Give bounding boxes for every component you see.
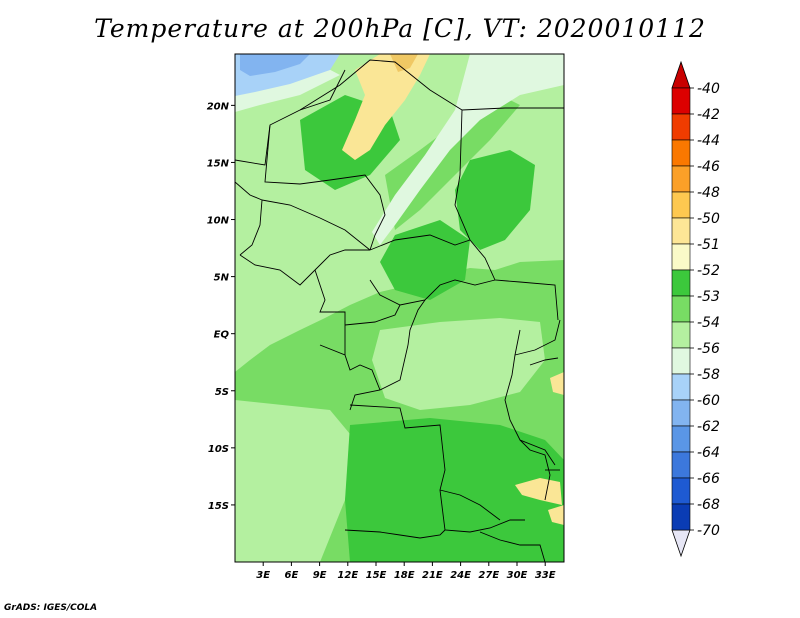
colorbar-label: -53	[697, 289, 720, 305]
colorbar-label: -68	[697, 497, 720, 513]
colorbar-swatch	[671, 451, 691, 479]
country-borders	[235, 59, 564, 562]
lon-tick-label: 6E	[285, 570, 299, 581]
longitude-ticks: 3E 6E 9E 12E 15E 18E 21E 24E 27E 30E 33E	[256, 562, 556, 581]
colorbar-label: -64	[697, 445, 720, 461]
colorbar-label: -42	[697, 107, 720, 123]
lat-tick-label: 20N	[207, 101, 230, 112]
lat-tick-label: 10N	[207, 216, 230, 227]
colorbar-label: -52	[697, 263, 720, 279]
lon-tick-label: 21E	[422, 570, 443, 581]
field-c50-southeast-small	[548, 505, 564, 525]
field-c51-center	[380, 220, 470, 300]
colorbar-swatch	[671, 373, 691, 401]
colorbar-label: -62	[697, 419, 720, 435]
lon-tick-label: 9E	[313, 570, 327, 581]
colorbar-label: -48	[697, 185, 720, 201]
field-c50-north	[342, 54, 430, 160]
colorbar-cap-top	[671, 60, 691, 89]
colorbar-swatch	[671, 217, 691, 245]
lon-tick-label: 24E	[450, 570, 471, 581]
colorbar-swatch	[671, 295, 691, 323]
colorbar-swatch	[671, 399, 691, 427]
field-c51-southeast	[345, 418, 564, 562]
colorbar-swatch	[671, 113, 691, 141]
colorbar-label: -58	[697, 367, 720, 383]
colorbar-cap-bottom	[671, 529, 691, 558]
colorbar-swatch	[671, 321, 691, 349]
colorbar-label: -51	[697, 237, 720, 253]
lat-tick-label: 5N	[214, 273, 230, 284]
colorbar-swatch	[671, 87, 691, 115]
colorbar-swatch	[671, 347, 691, 375]
map-title: Temperature at 200hPa [C], VT: 202001011…	[94, 14, 706, 43]
lat-tick-label: 15S	[208, 501, 229, 512]
colorbar-label: -56	[697, 341, 720, 357]
field-c52-band	[385, 95, 520, 230]
colorbar-swatch	[671, 477, 691, 505]
colorbar-label: -54	[697, 315, 720, 331]
field-c53-central	[372, 318, 545, 410]
lon-tick-label: 30E	[507, 570, 528, 581]
lat-tick-label: 15N	[207, 158, 230, 169]
grads-credit: GrADS: IGES/COLA	[4, 603, 98, 613]
lon-tick-label: 27E	[478, 570, 499, 581]
latitude-ticks: 20N 15N 10N 5N EQ 5S 10S 15S	[207, 101, 235, 512]
lon-tick-label: 18E	[394, 570, 415, 581]
lat-tick-label: EQ	[214, 330, 230, 341]
lat-tick-label: 10S	[208, 444, 229, 455]
plot-frame	[234, 53, 565, 563]
colorbar-label: -40	[697, 81, 720, 97]
colorbar-label: -44	[697, 133, 720, 149]
temperature-field	[235, 54, 564, 562]
colorbar-label: -66	[697, 471, 720, 487]
lat-tick-label: 5S	[215, 387, 229, 398]
lon-tick-label: 33E	[535, 570, 556, 581]
colorbar-label: -70	[697, 523, 720, 539]
field-c48-north	[390, 54, 418, 72]
field-c58-corner	[240, 54, 310, 76]
colorbar-swatch	[671, 503, 691, 531]
colorbar: -40 -42 -44 -46 -48 -50 -51 -52 -53 -54 -56 -58 -60 -…	[671, 60, 720, 558]
colorbar-swatch	[671, 191, 691, 219]
colorbar-swatch	[671, 269, 691, 297]
colorbar-swatch	[671, 139, 691, 167]
field-c50-southeast	[515, 478, 562, 505]
field-c50-east	[550, 372, 564, 395]
lon-tick-label: 3E	[256, 570, 270, 581]
colorbar-label: -50	[697, 211, 720, 227]
colorbar-label: -60	[697, 393, 720, 409]
lon-tick-label: 15E	[366, 570, 387, 581]
colorbar-swatch	[671, 243, 691, 271]
lon-tick-label: 12E	[337, 570, 358, 581]
field-c51-northeast	[455, 150, 535, 250]
colorbar-swatch	[671, 425, 691, 453]
colorbar-label: -46	[697, 159, 720, 175]
colorbar-swatch	[671, 165, 691, 193]
field-c53-southwest	[235, 400, 355, 562]
field-c54-band	[372, 54, 564, 245]
